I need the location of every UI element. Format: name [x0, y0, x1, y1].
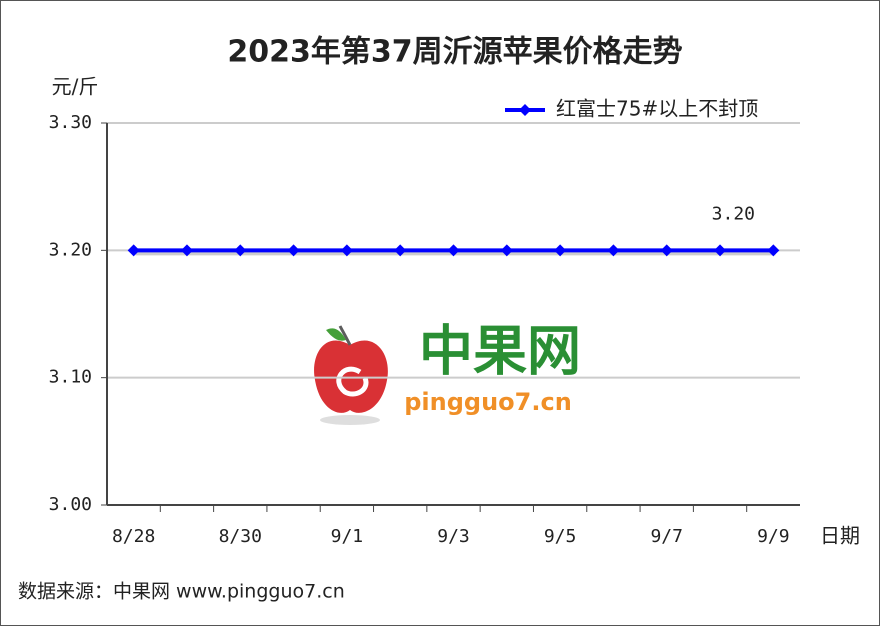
point — [500, 244, 513, 257]
watermark-site: pingguo7.cn — [404, 388, 572, 416]
x-tick-label: 8/28 — [112, 526, 155, 547]
y-tick-label: 3.00 — [49, 494, 92, 515]
y-tick-label: 3.30 — [49, 112, 92, 133]
y-tick-label: 3.10 — [49, 367, 92, 388]
point — [714, 244, 727, 257]
watermark-name: 中果网 — [419, 320, 581, 383]
point — [340, 244, 353, 257]
x-tick-label: 9/1 — [331, 526, 364, 547]
point — [180, 244, 193, 257]
point — [127, 244, 140, 257]
point — [287, 244, 300, 257]
x-tick-label: 9/7 — [650, 526, 683, 547]
logo-leaf — [326, 328, 346, 341]
point — [767, 244, 780, 257]
point — [394, 244, 407, 257]
x-tick-label: 9/9 — [757, 526, 790, 547]
legend-label: 红富士75#以上不封顶 — [556, 97, 758, 121]
data-label: 3.20 — [712, 203, 755, 224]
logo-stem — [338, 325, 352, 346]
y-axis-label: 元/斤 — [52, 75, 99, 99]
x-tick-label: 9/3 — [437, 526, 470, 547]
logo-shadow — [320, 415, 380, 425]
point — [554, 244, 567, 257]
source-note: 数据来源：中果网 www.pingguo7.cn — [18, 581, 345, 603]
x-tick-label: 9/5 — [544, 526, 577, 547]
point — [447, 244, 460, 257]
x-axis-label: 日期 — [820, 524, 860, 548]
point — [660, 244, 673, 257]
chart-title: 2023年第37周沂源苹果价格走势 — [227, 35, 682, 70]
logo-swirl — [336, 366, 369, 397]
y-tick-label: 3.20 — [49, 239, 92, 260]
point — [234, 244, 247, 257]
x-tick-label: 8/30 — [219, 526, 262, 547]
legend-marker — [519, 104, 531, 116]
point — [607, 244, 620, 257]
